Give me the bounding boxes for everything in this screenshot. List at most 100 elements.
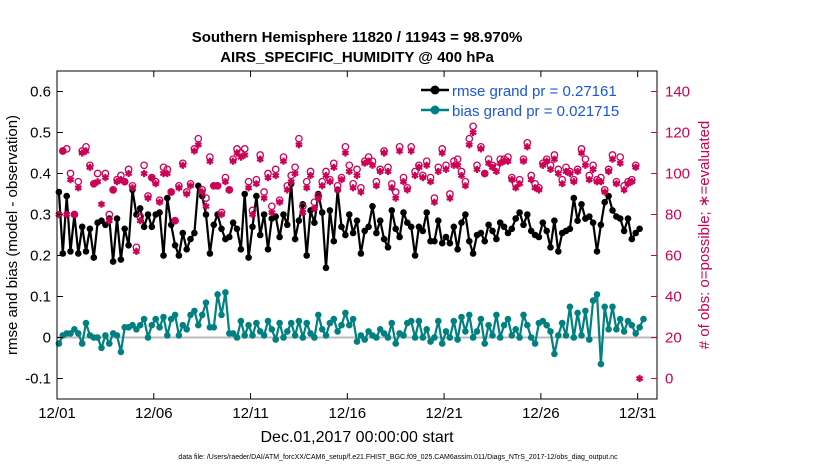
rmse-point bbox=[315, 190, 322, 198]
obs-evaluated-point bbox=[465, 141, 473, 149]
plot-background bbox=[57, 71, 657, 399]
obs-evaluated-point bbox=[484, 159, 493, 167]
bias-point bbox=[582, 307, 589, 315]
rmse-point bbox=[109, 258, 117, 265]
y-right-tick-label: 0 bbox=[665, 371, 673, 388]
rmse-point bbox=[338, 223, 345, 231]
bias-point bbox=[640, 315, 647, 323]
obs-evaluated-point bbox=[341, 149, 350, 157]
bias-point bbox=[295, 317, 303, 325]
obs-evaluated-point bbox=[66, 176, 75, 184]
rmse-point bbox=[539, 219, 547, 226]
bias-point bbox=[469, 334, 477, 341]
obs-evaluated-point bbox=[148, 174, 156, 182]
bias-point bbox=[94, 334, 101, 341]
y-left-tick-label: 0.2 bbox=[30, 248, 51, 265]
bias-point bbox=[179, 321, 187, 329]
bias-point bbox=[373, 334, 380, 341]
rmse-point bbox=[229, 219, 237, 226]
bias-point bbox=[353, 338, 361, 345]
obs-evaluated-point bbox=[380, 149, 388, 157]
bias-point bbox=[342, 309, 349, 317]
rmse-point bbox=[589, 219, 597, 226]
legend: rmse grand pr = 0.27161 bias grand pr = … bbox=[421, 83, 619, 120]
obs-evaluated-point bbox=[221, 178, 230, 186]
rmse-point bbox=[446, 239, 454, 247]
bias-point bbox=[175, 332, 183, 339]
y-left-tick-label: 0.1 bbox=[30, 289, 51, 306]
bias-point bbox=[276, 319, 283, 327]
rmse-point bbox=[624, 215, 632, 222]
y-right-tick-label: 120 bbox=[665, 125, 690, 142]
rmse-point bbox=[346, 211, 353, 218]
obs-evaluated-point bbox=[206, 157, 214, 165]
rmse-point bbox=[419, 227, 427, 235]
obs-evaluated-point bbox=[194, 141, 202, 149]
bias-point bbox=[520, 311, 527, 319]
rmse-point bbox=[469, 250, 477, 257]
rmse-point bbox=[357, 250, 365, 257]
bias-point bbox=[361, 336, 369, 343]
bias-point bbox=[446, 334, 454, 341]
rmse-point bbox=[82, 248, 90, 255]
rmse-point bbox=[206, 250, 214, 257]
rmse-point bbox=[63, 192, 70, 200]
y-right-tick-label: 60 bbox=[665, 248, 682, 265]
rmse-point bbox=[353, 217, 361, 224]
bias-point bbox=[593, 291, 601, 298]
obs-evaluated-point bbox=[306, 171, 315, 180]
rmse-point bbox=[299, 201, 307, 208]
bias-point bbox=[431, 334, 438, 341]
bias-point bbox=[144, 334, 152, 341]
rmse-point bbox=[411, 252, 419, 259]
rmse-point bbox=[373, 229, 380, 237]
obs-evaluated-point bbox=[523, 143, 531, 151]
rmse-point bbox=[175, 252, 183, 259]
rmse-point bbox=[628, 235, 636, 243]
obs-evaluated-point bbox=[515, 180, 524, 188]
bias-point bbox=[67, 330, 74, 337]
obs-evaluated-point bbox=[132, 247, 141, 255]
bias-point bbox=[233, 334, 241, 341]
rmse-point bbox=[551, 217, 558, 224]
bias-point bbox=[636, 324, 643, 331]
obs-evaluated-point bbox=[604, 167, 613, 176]
obs-evaluated-point bbox=[384, 167, 392, 176]
bias-point bbox=[632, 330, 639, 337]
bias-point bbox=[198, 311, 206, 319]
bias-point bbox=[318, 326, 326, 333]
obs-evaluated-point bbox=[535, 186, 543, 194]
obs-evaluated-point bbox=[101, 174, 110, 182]
obs-evaluated-point bbox=[279, 157, 288, 165]
rmse-point bbox=[125, 242, 132, 249]
y-left-tick-label: 0.3 bbox=[30, 207, 51, 224]
y-axis-left-label: rmse and bias (model - observation) bbox=[4, 115, 21, 355]
bias-point bbox=[71, 326, 78, 333]
bias-point bbox=[458, 313, 465, 321]
obs-evaluated-point bbox=[357, 188, 365, 196]
bias-point bbox=[183, 326, 190, 333]
obs-evaluated-point bbox=[376, 167, 384, 176]
bias-point bbox=[419, 334, 427, 341]
bias-point bbox=[214, 291, 221, 298]
obs-evaluated-point bbox=[140, 169, 148, 178]
rmse-point bbox=[477, 229, 485, 237]
obs-evaluated-point bbox=[488, 163, 497, 171]
obs-evaluated-point bbox=[310, 204, 319, 212]
obs-evaluated-point bbox=[504, 157, 512, 165]
bias-point bbox=[357, 332, 365, 339]
rmse-point bbox=[144, 211, 152, 218]
obs-evaluated-point bbox=[124, 169, 133, 178]
rmse-point bbox=[466, 237, 473, 245]
obs-evaluated-point bbox=[566, 169, 574, 178]
rmse-point bbox=[191, 229, 198, 237]
obs-evaluated-point bbox=[287, 178, 295, 186]
bias-point bbox=[597, 360, 605, 368]
bias-point bbox=[586, 336, 593, 343]
rmse-point bbox=[280, 211, 287, 218]
obs-evaluated-point bbox=[121, 178, 129, 186]
obs-evaluated-point bbox=[82, 147, 90, 155]
obs-evaluated-point bbox=[136, 217, 144, 225]
rmse-point bbox=[256, 231, 264, 239]
rmse-point bbox=[330, 237, 338, 245]
